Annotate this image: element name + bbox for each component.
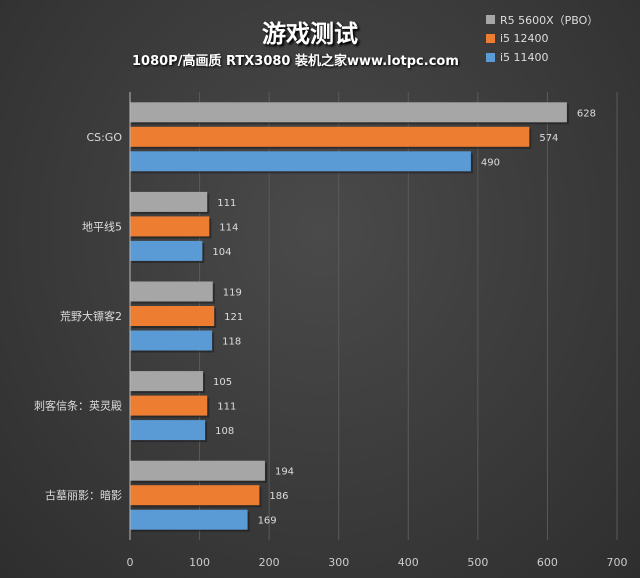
bar bbox=[130, 281, 213, 302]
category-label: 古墓丽影：暗影 bbox=[45, 488, 122, 502]
data-label: 628 bbox=[577, 108, 596, 119]
x-tick-label: 400 bbox=[398, 556, 419, 569]
data-label: 186 bbox=[269, 491, 288, 502]
data-label: 104 bbox=[212, 247, 231, 258]
category-label: 地平线5 bbox=[82, 219, 122, 233]
x-tick-label: 700 bbox=[607, 556, 628, 569]
data-label: 574 bbox=[539, 133, 558, 144]
bar bbox=[130, 126, 530, 147]
x-tick-label: 300 bbox=[328, 556, 349, 569]
legend-swatch bbox=[486, 15, 495, 24]
bar bbox=[130, 485, 260, 506]
category-label: CS:GO bbox=[86, 131, 122, 144]
legend-label: i5 11400 bbox=[500, 51, 549, 64]
legend-item: i5 11400 bbox=[486, 48, 598, 67]
bar bbox=[130, 371, 204, 392]
category-label: 荒野大镖客2 bbox=[60, 309, 122, 323]
chart-title: 游戏测试 bbox=[262, 20, 358, 48]
x-tick-label: 200 bbox=[259, 556, 280, 569]
legend-item: i5 12400 bbox=[486, 29, 598, 48]
x-tick-label: 0 bbox=[127, 556, 134, 569]
data-label: 111 bbox=[217, 198, 236, 209]
bar bbox=[130, 191, 208, 212]
bar bbox=[130, 102, 567, 123]
bar bbox=[130, 330, 213, 351]
data-label: 169 bbox=[258, 516, 277, 527]
data-label: 114 bbox=[219, 222, 238, 233]
data-label: 490 bbox=[481, 157, 500, 168]
bar bbox=[130, 395, 208, 416]
x-tick-label: 600 bbox=[537, 556, 558, 569]
data-label: 111 bbox=[217, 402, 236, 413]
bar bbox=[130, 151, 471, 172]
legend-label: R5 5600X（PBO） bbox=[500, 13, 599, 27]
bar bbox=[130, 216, 210, 237]
bar bbox=[130, 306, 215, 326]
bar bbox=[130, 240, 203, 261]
legend: R5 5600X（PBO） i5 12400 i5 11400 bbox=[486, 10, 598, 67]
legend-label: i5 12400 bbox=[500, 32, 549, 45]
data-label: 118 bbox=[222, 337, 241, 348]
bar bbox=[130, 420, 206, 441]
x-tick-label: 500 bbox=[467, 556, 488, 569]
data-label: 121 bbox=[224, 312, 243, 323]
legend-swatch bbox=[486, 34, 495, 43]
legend-swatch bbox=[486, 53, 495, 62]
data-label: 194 bbox=[275, 467, 294, 478]
bar bbox=[130, 460, 265, 481]
legend-item: R5 5600X（PBO） bbox=[486, 10, 598, 29]
category-label: 刺客信条：英灵殿 bbox=[34, 399, 122, 413]
x-tick-label: 100 bbox=[189, 556, 210, 569]
data-label: 119 bbox=[223, 288, 242, 299]
bar bbox=[130, 509, 248, 530]
data-label: 108 bbox=[215, 426, 234, 437]
data-label: 105 bbox=[213, 377, 232, 388]
chart-subtitle: 1080P/高画质 RTX3080 装机之家www.lotpc.com bbox=[132, 54, 459, 69]
